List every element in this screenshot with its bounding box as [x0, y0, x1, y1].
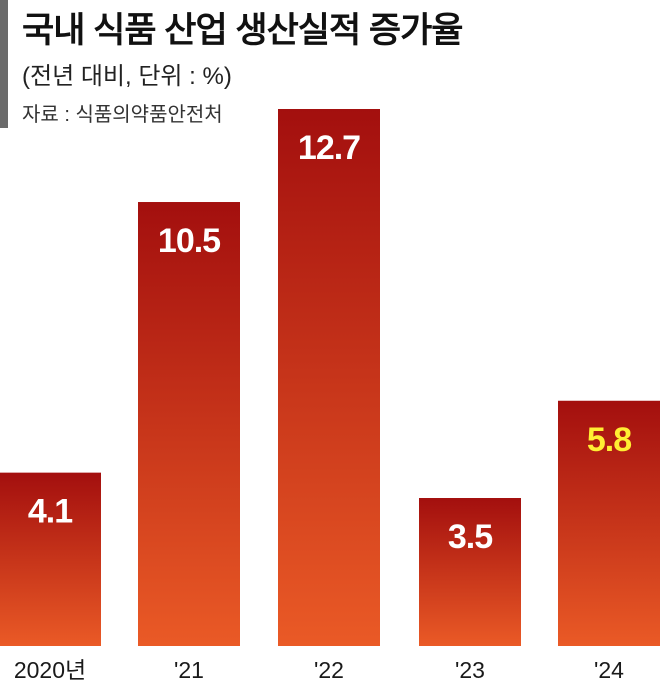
bar-2: [278, 109, 380, 646]
x-tick-3: '23: [455, 657, 485, 683]
bar-3: [419, 498, 521, 646]
x-tick-2: '22: [314, 657, 344, 683]
bar-1: [138, 202, 240, 646]
data-label-0: 4.1: [28, 493, 72, 531]
chart-title: 국내 식품 산업 생산실적 증가율: [22, 11, 463, 50]
bar-0: [0, 472, 101, 646]
x-tick-0: 2020년: [14, 657, 86, 683]
x-tick-1: '21: [174, 657, 204, 683]
x-tick-4: '24: [594, 657, 624, 683]
data-label-4: 5.8: [587, 421, 631, 459]
data-label-1: 10.5: [158, 222, 220, 260]
accent-bar: [0, 0, 8, 128]
data-label-2: 12.7: [298, 129, 360, 167]
bar-4: [558, 400, 660, 646]
source-note: 자료 : 식품의약품안전처: [22, 104, 223, 126]
chart-subtitle: (전년 대비, 단위 : %): [22, 63, 232, 90]
data-label-3: 3.5: [448, 518, 492, 556]
